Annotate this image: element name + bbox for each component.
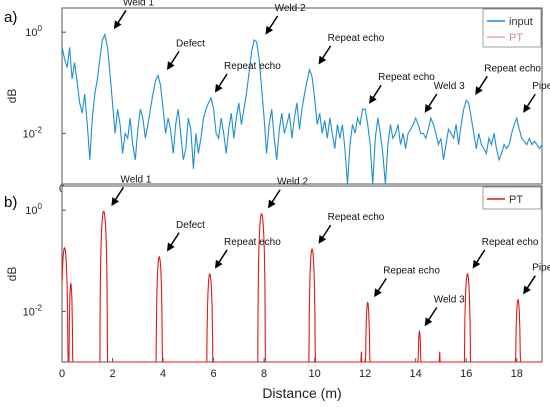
annotation-arrow <box>523 93 536 113</box>
annotation-label: Repeat echo <box>328 212 385 223</box>
annotation-arrow <box>113 10 127 30</box>
panel-label-2: b) <box>4 194 17 211</box>
legend-label-pt: PT <box>509 32 523 44</box>
annotation-label: Weld 3 <box>434 81 465 92</box>
annotation-label: Repeat echo <box>482 237 539 248</box>
annotation-label: Repeat echo <box>328 33 385 44</box>
annotation-label: Repeat echo <box>378 72 435 83</box>
annotation-arrow <box>374 278 387 298</box>
x-tick-label: 0 <box>59 368 65 380</box>
annotation-label: Weld 3 <box>434 295 465 306</box>
y-tick-label: 100 <box>25 24 42 39</box>
x-tick-label: 8 <box>261 368 267 380</box>
annotation-label: Weld 1 <box>123 0 154 8</box>
x-tick-label: 2 <box>109 368 115 380</box>
annotation-arrow <box>369 84 382 104</box>
x-tick-label: 10 <box>309 368 321 380</box>
x-tick-label: 6 <box>211 368 217 380</box>
annotation-arrow <box>268 189 281 209</box>
annotation-arrow <box>472 249 486 269</box>
y-axis-label-2: dB <box>5 267 19 282</box>
annotation-arrow <box>523 275 536 295</box>
annotation-arrow <box>111 186 125 206</box>
x-tick-label: 14 <box>410 368 422 380</box>
annotation-label: Pipe end <box>532 81 550 92</box>
y-tick-label: 100 <box>25 202 42 217</box>
annotation-label: Pipe end <box>532 263 550 274</box>
annotation-label: Repeat echo <box>224 237 281 248</box>
annotation-arrow <box>424 93 438 113</box>
series-line-input-1 <box>61 32 543 185</box>
x-tick-label: 16 <box>460 368 472 380</box>
annotation-label: Repeat echo <box>383 265 440 276</box>
annotation-arrow <box>318 45 332 65</box>
annotation-label: Defect <box>176 38 205 49</box>
annotation-label: Defect <box>176 220 205 231</box>
annotation-arrow <box>424 307 438 327</box>
y-tick-label: 10-2 <box>23 125 43 140</box>
legend-box-2 <box>482 186 542 210</box>
plot-area-1 <box>61 7 543 185</box>
annotation-arrow <box>166 232 180 252</box>
legend-box-1 <box>482 8 542 48</box>
legend-label-pt: PT <box>509 194 523 206</box>
annotation-label: Repeat echo <box>224 61 281 72</box>
annotation-arrow <box>475 75 488 95</box>
annotation-arrow <box>214 73 228 93</box>
annotation-label: Repeat echo <box>484 63 541 74</box>
y-tick-label: 10-2 <box>23 303 43 318</box>
legend-label-input: input <box>509 16 533 28</box>
y-axis-label-1: dB <box>5 89 19 104</box>
x-tick-label: 12 <box>359 368 371 380</box>
annotation-label: Weld 2 <box>277 177 308 188</box>
annotation-arrow <box>318 224 332 244</box>
annotation-arrow <box>166 50 180 71</box>
annotation-arrow <box>214 249 228 269</box>
annotation-label: Weld 1 <box>120 174 151 185</box>
annotation-label: Weld 2 <box>275 3 306 14</box>
x-axis-label: Distance (m) <box>262 385 341 401</box>
annotation-arrow <box>265 15 279 35</box>
series-line-pt-2 <box>61 210 542 363</box>
panel-label-1: a) <box>4 9 17 26</box>
x-tick-label: 18 <box>511 368 523 380</box>
x-tick-label: 4 <box>160 368 166 380</box>
